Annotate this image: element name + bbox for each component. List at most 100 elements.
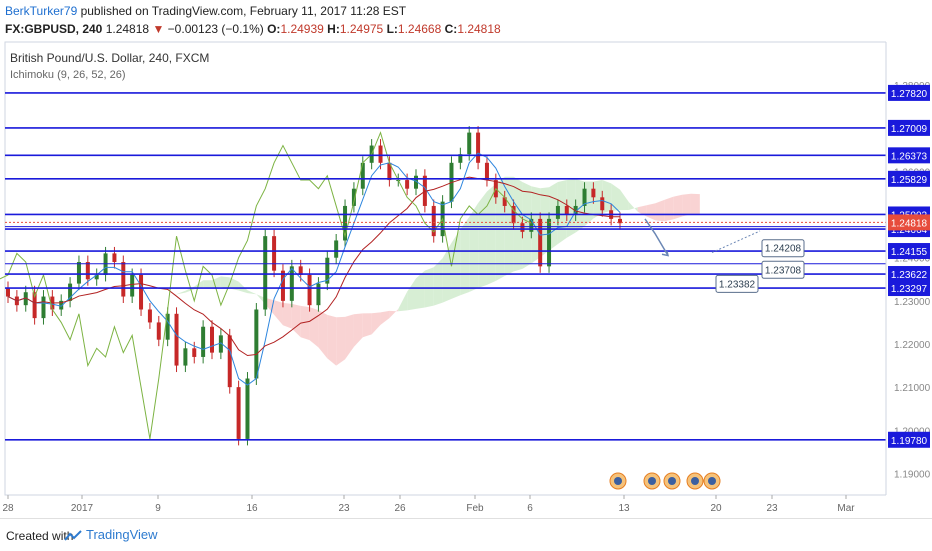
time-tick-label: Feb: [466, 503, 484, 514]
price-chart[interactable]: British Pound/U.S. Dollar, 240, FXCM Ichi…: [0, 40, 932, 517]
indicator-label: Ichimoku (9, 26, 52, 26): [10, 69, 126, 81]
candle-body: [361, 163, 365, 189]
chart-title: British Pound/U.S. Dollar, 240, FXCM: [10, 51, 209, 65]
level-price-label: 1.19780: [891, 436, 928, 447]
price-callout-label: 1.23708: [765, 265, 802, 276]
price-tick-label: 1.23000: [894, 297, 931, 308]
candle-body: [192, 348, 196, 357]
ohlc-line: FX:GBPUSD, 240 1.24818 ▼ −0.00123 (−0.1%…: [5, 22, 501, 36]
ichimoku-cloud-segment: [487, 184, 496, 285]
candle-body: [538, 219, 542, 266]
candle-body: [547, 219, 551, 266]
candle-body: [254, 309, 258, 378]
time-tick-label: 2017: [71, 503, 94, 514]
candle-body: [591, 189, 595, 198]
candle-body: [245, 379, 249, 439]
tradingview-logo[interactable]: TradingView: [64, 527, 158, 542]
tradingview-brand: TradingView: [86, 527, 158, 542]
candle-body: [183, 348, 187, 365]
candle-body: [6, 288, 10, 297]
level-price-label: 1.26373: [891, 151, 928, 162]
ichimoku-cloud-segment: [469, 203, 478, 292]
ichimoku-cloud-segment: [327, 315, 336, 366]
candle-body: [77, 262, 81, 284]
low-label: L:: [387, 22, 398, 36]
symbol-label: FX:GBPUSD, 240: [5, 22, 102, 36]
published-text: published on TradingView.com, February 1…: [77, 4, 406, 18]
chart-area[interactable]: British Pound/U.S. Dollar, 240, FXCM Ichi…: [0, 40, 932, 517]
candle-body: [148, 309, 152, 322]
high-value: 1.24975: [340, 22, 383, 36]
level-price-label: 1.25829: [891, 175, 928, 186]
economic-event-icon: [687, 473, 703, 489]
footer: Created with TradingView: [0, 518, 932, 551]
candle-body: [485, 163, 489, 180]
candle-body: [263, 236, 267, 309]
time-tick-label: 20: [710, 503, 722, 514]
candle-body: [139, 275, 143, 310]
time-tick-label: 26: [394, 503, 406, 514]
candle-body: [467, 133, 471, 155]
ichimoku-cloud-segment: [655, 200, 664, 221]
level-price-label: 1.23297: [891, 284, 928, 295]
open-value: 1.24939: [280, 22, 323, 36]
candle-body: [228, 335, 232, 387]
current-price-label: 1.24818: [891, 218, 928, 229]
price-tick-label: 1.19000: [894, 469, 931, 480]
candle-body: [308, 275, 312, 305]
economic-event-icon: [644, 473, 660, 489]
candle-body: [565, 206, 569, 215]
candle-body: [121, 262, 125, 297]
time-tick-label: 9: [155, 503, 161, 514]
time-tick-label: Mar: [837, 503, 855, 514]
candle-body: [112, 253, 116, 262]
change-value: −0.00123 (−0.1%): [168, 22, 264, 36]
price-callout-label: 1.23382: [719, 279, 756, 290]
candle-body: [130, 275, 134, 297]
time-tick-label: 6: [527, 503, 533, 514]
candle-body: [175, 314, 179, 366]
ichimoku-cloud-segment: [691, 194, 700, 214]
ichimoku-cloud-segment: [283, 303, 292, 329]
candle-body: [520, 223, 524, 232]
candle-body: [600, 197, 604, 210]
time-tick-label: 13: [618, 503, 630, 514]
ichimoku-cloud-segment: [673, 195, 682, 220]
level-price-label: 1.27820: [891, 89, 928, 100]
level-price-label: 1.24155: [891, 247, 928, 258]
candle-body: [556, 206, 560, 219]
ichimoku-cloud-segment: [363, 313, 372, 337]
candle-body: [405, 180, 409, 189]
time-tick-label: 23: [338, 503, 350, 514]
last-price: 1.24818: [106, 22, 149, 36]
close-label: C:: [445, 22, 458, 36]
candle-body: [201, 327, 205, 357]
tradingview-icon: [64, 530, 82, 542]
candle-body: [237, 387, 241, 439]
time-tick-label: 23: [766, 503, 778, 514]
high-label: H:: [327, 22, 340, 36]
time-tick-label: 16: [246, 503, 258, 514]
price-tick-label: 1.21000: [894, 383, 931, 394]
level-price-label: 1.27009: [891, 124, 928, 135]
candle-body: [272, 236, 276, 271]
close-value: 1.24818: [457, 22, 500, 36]
candle-body: [41, 297, 45, 319]
candle-body: [334, 240, 338, 257]
candle-body: [210, 327, 214, 353]
economic-event-icon: [704, 473, 720, 489]
economic-event-icon: [610, 473, 626, 489]
candle-body: [290, 266, 294, 301]
candle-body: [379, 146, 383, 163]
candle-body: [86, 262, 90, 279]
price-callout-label: 1.24208: [765, 244, 802, 255]
ichimoku-cloud-segment: [203, 280, 212, 288]
ichimoku-cloud-segment: [336, 317, 345, 366]
open-label: O:: [267, 22, 280, 36]
down-arrow-icon: ▼: [152, 22, 164, 36]
economic-event-icon: [664, 473, 680, 489]
author-link[interactable]: BerkTurker79: [5, 4, 77, 18]
ichimoku-cloud-segment: [682, 194, 691, 217]
candle-body: [476, 133, 480, 163]
publish-line: BerkTurker79 published on TradingView.co…: [5, 4, 406, 18]
